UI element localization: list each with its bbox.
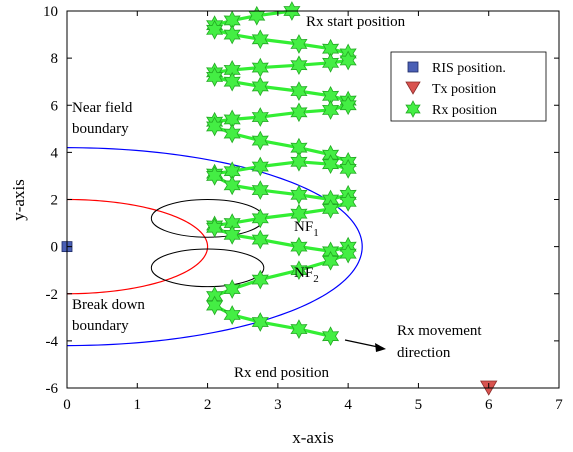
rx-point	[322, 100, 340, 120]
rx-point	[223, 123, 241, 144]
x-tick-label: 7	[555, 397, 563, 413]
rx-point	[322, 52, 340, 73]
rx-point	[290, 55, 308, 76]
rx-point	[251, 130, 269, 151]
y-tick-label: -4	[46, 334, 59, 350]
rx-point	[322, 199, 340, 219]
rx-point	[251, 312, 269, 332]
rx-point	[223, 305, 241, 325]
rx-point	[223, 175, 241, 196]
rx-point	[206, 217, 224, 238]
rx-point	[290, 319, 308, 339]
rx-end-label: Rx end position	[234, 365, 330, 381]
rx-point	[339, 95, 357, 116]
rx-point	[223, 24, 241, 45]
rx-point	[290, 236, 308, 257]
rx-point	[322, 326, 340, 347]
rx-point	[339, 243, 357, 264]
rx-point	[339, 192, 357, 212]
y-tick-label: -6	[46, 381, 59, 397]
rx-point	[206, 19, 224, 40]
rx-point	[223, 224, 241, 245]
legend-label: RIS position.	[432, 61, 506, 76]
rx-markers	[206, 1, 357, 347]
rx-point	[290, 151, 308, 172]
rx-point	[339, 159, 357, 179]
rx-point	[290, 34, 308, 54]
rx-point	[322, 250, 340, 271]
legend-ris-marker	[407, 61, 419, 73]
movement-label-line1: Rx movement	[397, 323, 482, 339]
near-field-label-line2: boundary	[72, 121, 129, 137]
movement-label-line2: direction	[397, 345, 451, 361]
rx-point	[206, 295, 224, 316]
rx-start-label: Rx start position	[306, 14, 406, 30]
rx-point	[251, 229, 269, 250]
legend-label: Tx position	[432, 82, 496, 97]
nf1-label: NF1	[294, 219, 319, 239]
near-field-boundary-curve	[66, 147, 363, 347]
x-tick-label: 5	[415, 397, 423, 413]
nf2-label: NF2	[294, 265, 319, 285]
y-axis-label: y-axis	[9, 179, 28, 221]
legend-rx-marker	[405, 100, 421, 118]
rx-point	[322, 154, 340, 175]
rx-point	[206, 67, 224, 87]
rx-point	[251, 107, 269, 127]
y-tick-label: -2	[46, 287, 59, 303]
y-tick-label: 2	[51, 193, 59, 209]
rx-point	[251, 76, 269, 97]
y-tick-label: 8	[51, 51, 59, 67]
x-tick-label: 2	[204, 397, 212, 413]
breakdown-label-line2: boundary	[72, 318, 129, 334]
rx-point	[251, 180, 269, 200]
x-axis-label: x-axis	[292, 428, 334, 447]
x-tick-label: 4	[344, 397, 352, 413]
x-ticks: 0 1 2 3 4 5 6 7	[63, 11, 563, 413]
y-tick-label: 6	[51, 98, 59, 114]
nf-region-2	[150, 248, 265, 288]
rx-point	[290, 81, 308, 101]
rx-point	[290, 203, 308, 224]
rx-point	[251, 156, 269, 177]
rx-point	[206, 116, 224, 137]
y-tick-label: 10	[43, 4, 58, 20]
x-tick-label: 0	[63, 397, 71, 413]
near-field-label-line1: Near field	[72, 100, 133, 116]
x-tick-label: 1	[134, 397, 142, 413]
rx-point	[251, 29, 269, 50]
rx-point	[223, 279, 241, 299]
breakdown-label-line1: Break down	[72, 297, 145, 313]
y-tick-label: 0	[51, 240, 59, 256]
legend-tx-marker	[405, 81, 421, 95]
rx-point	[223, 71, 241, 92]
y-ticks: -6 -4 -2 0 2 4 6 8 10	[43, 4, 559, 397]
rx-point	[251, 269, 269, 290]
rx-point	[290, 260, 308, 281]
legend: RIS position. Tx position Rx position	[390, 51, 547, 122]
y-tick-label: 4	[51, 145, 59, 161]
x-tick-label: 6	[485, 397, 493, 413]
legend-label: Rx position	[432, 103, 497, 118]
rx-point	[339, 50, 357, 71]
rx-point	[206, 166, 224, 186]
movement-arrow	[344, 339, 386, 352]
x-tick-label: 3	[274, 397, 282, 413]
breakdown-boundary-curve	[66, 198, 209, 295]
rx-point	[251, 208, 269, 229]
rx-point	[290, 102, 308, 123]
